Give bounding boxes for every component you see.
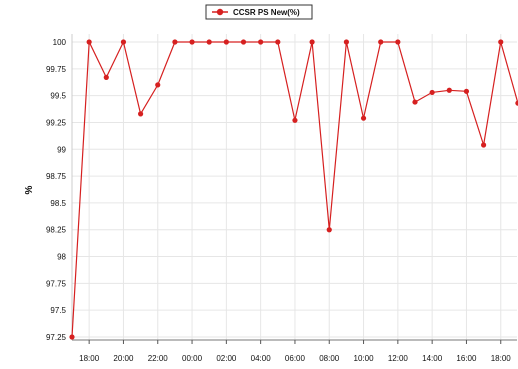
x-tick-label: 16:00	[456, 354, 477, 363]
y-axis-label: %	[24, 185, 35, 194]
x-axis-ticks: 18:00 20:00 22:00 00:00 02:00 04:00 06:00 08:00…	[79, 340, 511, 363]
series-ccsr-ps-new	[69, 39, 518, 340]
data-point	[189, 39, 195, 45]
x-tick-label: 20:00	[113, 354, 134, 363]
x-tick-label: 18:00	[79, 354, 100, 363]
y-tick-label: 99.5	[50, 92, 66, 101]
grid	[72, 34, 517, 340]
data-point	[360, 115, 367, 121]
data-point	[172, 39, 178, 45]
data-point	[223, 39, 229, 45]
x-tick-label: 22:00	[148, 354, 169, 363]
data-point	[155, 82, 161, 88]
y-tick-label: 99	[57, 145, 66, 154]
x-tick-label: 14:00	[422, 354, 443, 363]
x-tick-label: 08:00	[319, 354, 340, 363]
x-tick-label: 00:00	[182, 354, 203, 363]
y-tick-label: 98.5	[50, 199, 66, 208]
x-tick-label: 04:00	[251, 354, 272, 363]
y-tick-label: 98.75	[46, 172, 67, 181]
data-point	[206, 39, 212, 45]
legend-box	[205, 4, 313, 20]
data-point	[275, 39, 281, 45]
data-point	[138, 111, 144, 117]
data-point	[481, 142, 487, 148]
y-tick-label: 97.5	[50, 306, 66, 315]
x-tick-label: 18:00	[491, 354, 512, 363]
data-point	[343, 39, 349, 45]
legend: CCSR PS New(%)	[205, 4, 313, 20]
y-tick-label: 98	[57, 253, 66, 262]
data-point	[258, 39, 264, 45]
data-point	[240, 39, 247, 45]
data-point	[69, 334, 75, 340]
data-point	[120, 39, 127, 45]
x-tick-label: 06:00	[285, 354, 306, 363]
data-point	[446, 87, 452, 93]
legend-marker-swatch	[216, 8, 224, 16]
x-tick-label: 10:00	[354, 354, 375, 363]
data-point	[292, 117, 298, 123]
y-tick-label: 100	[53, 38, 67, 47]
data-point	[412, 99, 418, 105]
y-tick-label: 97.25	[46, 333, 67, 342]
legend-label: CCSR PS New(%)	[233, 8, 300, 17]
data-point	[86, 39, 92, 45]
y-tick-label: 99.75	[46, 65, 67, 74]
y-tick-label: 98.25	[46, 226, 67, 235]
data-point	[395, 39, 401, 45]
data-point	[103, 74, 109, 80]
y-tick-label: 97.75	[46, 279, 67, 288]
data-point	[378, 39, 384, 45]
y-tick-label: 99.25	[46, 118, 67, 127]
data-point	[326, 227, 332, 233]
x-tick-label: 02:00	[216, 354, 237, 363]
data-point	[429, 89, 435, 96]
data-point	[463, 88, 470, 94]
data-point	[498, 39, 504, 45]
data-point	[309, 39, 315, 45]
x-tick-label: 12:00	[388, 354, 409, 363]
data-point	[515, 100, 518, 106]
y-axis-ticks: 97.25 97.5 97.75 98 98.25 98.5 98.75 99 99.25 99.…	[46, 38, 67, 342]
